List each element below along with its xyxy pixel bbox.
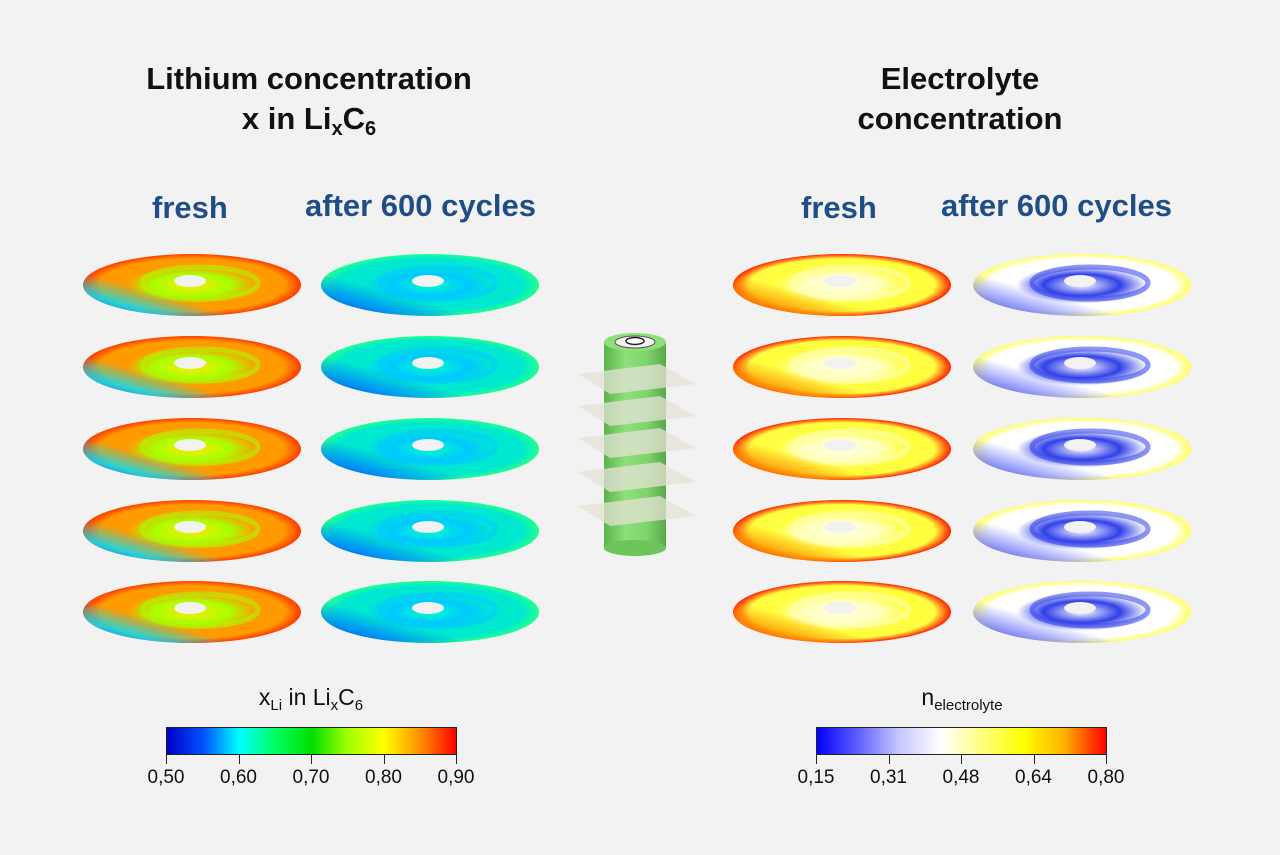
cbar-subscript: Li — [270, 697, 283, 714]
title-text: C — [342, 101, 365, 136]
lithium-tick-label: 0,60 — [220, 767, 257, 788]
electrolyte-tick-label: 0,48 — [942, 767, 980, 788]
disc-center-hole — [1064, 439, 1096, 451]
electrolyte-title-line2: concentration — [857, 101, 1063, 136]
electrolyte-title: Electrolyte concentration — [800, 59, 1120, 139]
disc-center-hole — [174, 439, 206, 451]
electrolyte-aged-disc — [973, 336, 1191, 398]
slice-plane — [578, 396, 696, 426]
disc-center-hole — [174, 275, 206, 287]
lithium-tick — [166, 755, 167, 764]
disc-center-hole — [412, 521, 444, 533]
disc-center-hole — [412, 439, 444, 451]
disc-center-hole — [824, 521, 856, 533]
title-text: x in Li — [241, 101, 332, 136]
electrolyte-tick — [961, 755, 962, 764]
lithium-fresh-label: fresh — [152, 190, 228, 225]
lithium-aged-disc — [321, 254, 539, 316]
slice-plane — [578, 428, 696, 458]
lithium-fresh-disc — [83, 254, 301, 316]
title-subscript: x — [331, 118, 343, 140]
disc-center-hole — [824, 439, 856, 451]
lithium-colorbar-title: xLi in LixC6 — [211, 684, 411, 714]
cbar-subscript: electrolyte — [934, 697, 1003, 714]
electrolyte-colorbar — [816, 727, 1107, 755]
lithium-fresh-disc — [83, 418, 301, 480]
lithium-aged-disc — [321, 581, 539, 643]
lithium-fresh-disc — [83, 581, 301, 643]
lithium-colorbar — [166, 727, 457, 755]
electrolyte-tick — [1033, 755, 1035, 764]
electrolyte-tick-label: 0,15 — [797, 767, 835, 788]
electrolyte-fresh-disc — [733, 418, 951, 480]
disc-center-hole — [412, 357, 444, 369]
electrolyte-aged-disc — [973, 581, 1191, 643]
cell-terminal — [625, 336, 645, 346]
lithium-tick — [383, 755, 385, 764]
lithium-tick — [238, 755, 240, 764]
electrolyte-fresh-disc — [733, 336, 951, 398]
cbar-label: x — [258, 684, 271, 710]
cbar-subscript: x — [330, 697, 339, 714]
lithium-tick-label: 0,90 — [437, 767, 475, 788]
electrolyte-fresh-disc — [733, 581, 951, 643]
cbar-subscript: 6 — [354, 697, 364, 714]
disc-center-hole — [412, 602, 444, 614]
electrolyte-tick-label: 0,31 — [870, 767, 907, 788]
lithium-tick-label: 0,70 — [292, 767, 330, 788]
lithium-aged-disc — [321, 336, 539, 398]
lithium-tick-label: 0,80 — [365, 767, 402, 788]
disc-center-hole — [824, 275, 856, 287]
disc-center-hole — [174, 602, 206, 614]
lithium-aged-disc — [321, 500, 539, 562]
lithium-aged-disc — [321, 418, 539, 480]
cbar-label: C — [338, 684, 355, 710]
lithium-title: Lithium concentration x in LixC6 — [100, 59, 518, 139]
electrolyte-tick-label: 0,64 — [1015, 767, 1052, 788]
electrolyte-aged-disc — [973, 254, 1191, 316]
disc-center-hole — [174, 521, 206, 533]
electrolyte-aged-disc — [973, 500, 1191, 562]
lithium-tick — [456, 755, 457, 764]
lithium-aged-label: after 600 cycles — [305, 188, 536, 223]
lithium-fresh-disc — [83, 336, 301, 398]
disc-center-hole — [174, 357, 206, 369]
disc-center-hole — [1064, 602, 1096, 614]
disc-center-hole — [412, 275, 444, 287]
lithium-tick-label: 0,50 — [147, 767, 185, 788]
battery-cell-icon — [578, 333, 696, 556]
slice-plane — [578, 364, 696, 394]
lithium-title-line1: Lithium concentration — [146, 61, 472, 96]
disc-center-hole — [1064, 275, 1096, 287]
electrolyte-tick — [816, 755, 817, 764]
electrolyte-fresh-disc — [733, 254, 951, 316]
disc-center-hole — [824, 602, 856, 614]
lithium-fresh-disc — [83, 500, 301, 562]
electrolyte-tick — [888, 755, 890, 764]
electrolyte-tick-label: 0,80 — [1087, 767, 1125, 788]
disc-center-hole — [1064, 357, 1096, 369]
electrolyte-fresh-label: fresh — [801, 190, 877, 225]
slice-plane — [578, 462, 696, 492]
electrolyte-title-line1: Electrolyte — [880, 61, 1040, 96]
cbar-label: n — [921, 684, 935, 710]
lithium-tick — [311, 755, 312, 764]
electrolyte-aged-label: after 600 cycles — [941, 188, 1172, 223]
cbar-label: in Li — [282, 684, 331, 710]
disc-center-hole — [824, 357, 856, 369]
cell-bottom — [604, 540, 666, 556]
slice-plane — [578, 496, 696, 526]
electrolyte-aged-disc — [973, 418, 1191, 480]
disc-center-hole — [1064, 521, 1096, 533]
electrolyte-tick — [1106, 755, 1107, 764]
lithium-title-line2: x in LixC6 — [100, 99, 518, 139]
electrolyte-fresh-disc — [733, 500, 951, 562]
title-subscript: 6 — [364, 118, 377, 140]
electrolyte-colorbar-title: nelectrolyte — [862, 684, 1062, 714]
